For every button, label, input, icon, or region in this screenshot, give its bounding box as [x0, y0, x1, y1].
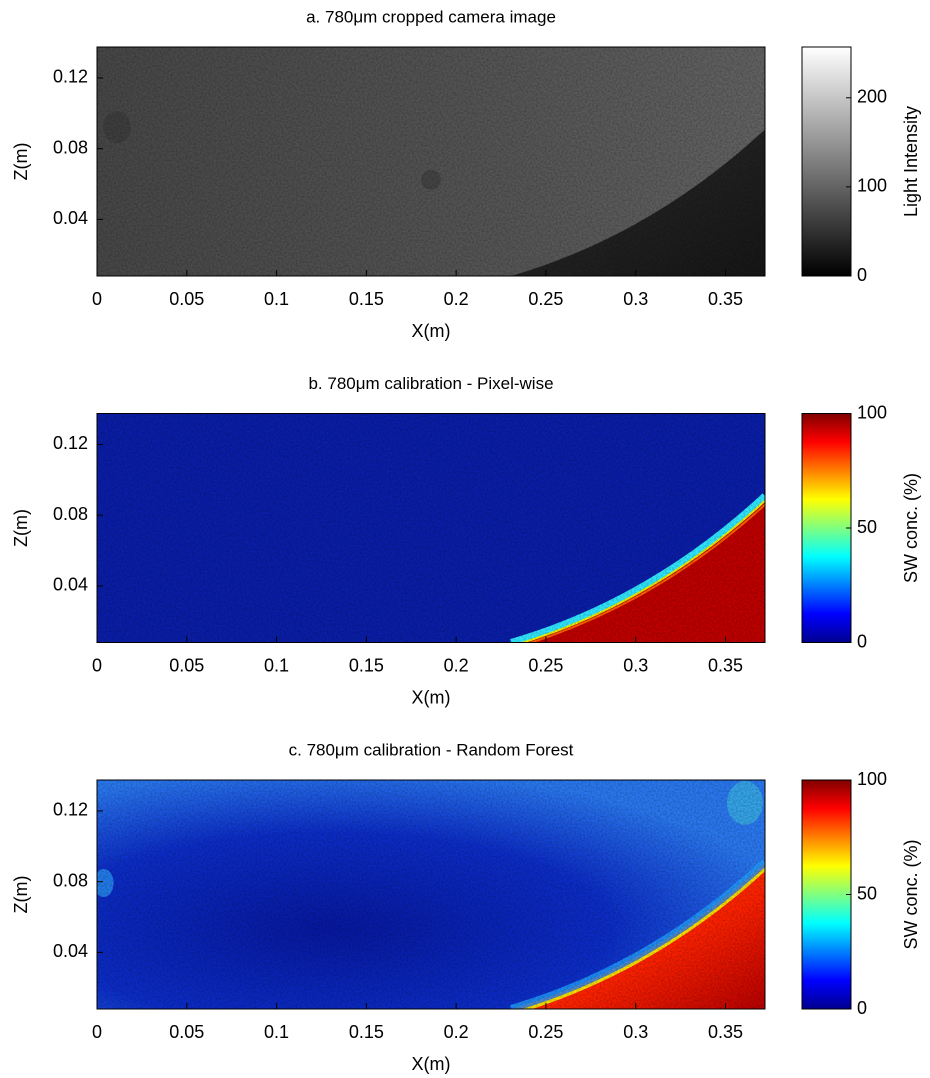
x-tick-label: 0.2 [444, 655, 469, 675]
x-axis-label: X(m) [412, 1054, 451, 1074]
image-noise [97, 780, 765, 1009]
colorbar-tick-label: 0 [857, 998, 867, 1018]
chart-title: b. 780μm calibration - Pixel-wise [308, 374, 553, 393]
x-tick-label: 0.1 [264, 655, 289, 675]
x-tick-label: 0.35 [708, 655, 743, 675]
y-tick-label: 0.08 [53, 504, 88, 524]
chart-title: a. 780μm cropped camera image [306, 7, 556, 26]
colorbar-label: Light Intensity [901, 106, 921, 217]
x-tick-label: 0.15 [349, 655, 384, 675]
plot-frame [96, 46, 766, 277]
x-tick-label: 0.05 [169, 655, 204, 675]
y-tick-label: 0.04 [53, 208, 88, 228]
colorbar-tick-label: 200 [857, 87, 887, 107]
colorbar-tick-label: 0 [857, 265, 867, 285]
x-tick-label: 0.15 [349, 1022, 384, 1042]
y-tick-label: 0.12 [53, 67, 88, 87]
x-tick-label: 0.05 [169, 289, 204, 309]
colorbar-tick-label: 100 [857, 402, 887, 422]
x-tick-label: 0.2 [444, 289, 469, 309]
colorbar [801, 413, 852, 643]
image-noise [97, 413, 765, 643]
x-tick-label: 0.35 [708, 289, 743, 309]
chart-title: c. 780μm calibration - Random Forest [289, 740, 574, 759]
heatmap-image [97, 413, 765, 643]
x-tick-label: 0.2 [444, 1022, 469, 1042]
x-tick-label: 0.3 [623, 289, 648, 309]
colorbar [801, 46, 852, 277]
x-tick-label: 0.25 [528, 1022, 563, 1042]
colorbar-label: SW conc. (%) [901, 473, 921, 583]
y-tick-label: 0.08 [53, 137, 88, 157]
x-tick-label: 0.3 [623, 1022, 648, 1042]
x-tick-label: 0.1 [264, 289, 289, 309]
x-tick-label: 0.3 [623, 655, 648, 675]
x-axis-label: X(m) [412, 321, 451, 341]
y-tick-label: 0.12 [53, 800, 88, 820]
y-tick-label: 0.08 [53, 870, 88, 890]
image-noise [97, 47, 765, 276]
panel: c. 780μm calibration - Random Forest X(m)… [11, 740, 921, 1073]
colorbar-tick-label: 100 [857, 769, 887, 789]
colorbar [801, 779, 852, 1010]
x-tick-label: 0.25 [528, 655, 563, 675]
x-tick-label: 0 [92, 655, 102, 675]
colorbar-tick-label: 100 [857, 176, 887, 196]
y-axis-label: Z(m) [11, 509, 31, 547]
y-tick-label: 0.12 [53, 433, 88, 453]
x-axis-label: X(m) [412, 687, 451, 707]
panel: a. 780μm cropped camera image X(m) Z(m) 0 0.… [11, 7, 921, 340]
x-tick-label: 0 [92, 1022, 102, 1042]
colorbar-label: SW conc. (%) [901, 839, 921, 949]
x-tick-label: 0.35 [708, 1022, 743, 1042]
plot-frame [96, 779, 766, 1010]
colorbar-tick-label: 50 [857, 517, 877, 537]
y-tick-label: 0.04 [53, 941, 88, 961]
x-tick-label: 0.05 [169, 1022, 204, 1042]
x-tick-label: 0.15 [349, 289, 384, 309]
x-tick-label: 0.25 [528, 289, 563, 309]
y-axis-label: Z(m) [11, 876, 31, 914]
heatmap-image [97, 47, 765, 276]
y-tick-label: 0.04 [53, 575, 88, 595]
colorbar-tick-label: 50 [857, 883, 877, 903]
x-tick-label: 0 [92, 289, 102, 309]
y-axis-label: Z(m) [11, 143, 31, 181]
panel: b. 780μm calibration - Pixel-wise X(m) Z(m… [11, 374, 921, 707]
colorbar-tick-label: 0 [857, 631, 867, 651]
x-tick-label: 0.1 [264, 1022, 289, 1042]
heatmap-image [97, 780, 765, 1009]
plot-frame [96, 413, 766, 643]
